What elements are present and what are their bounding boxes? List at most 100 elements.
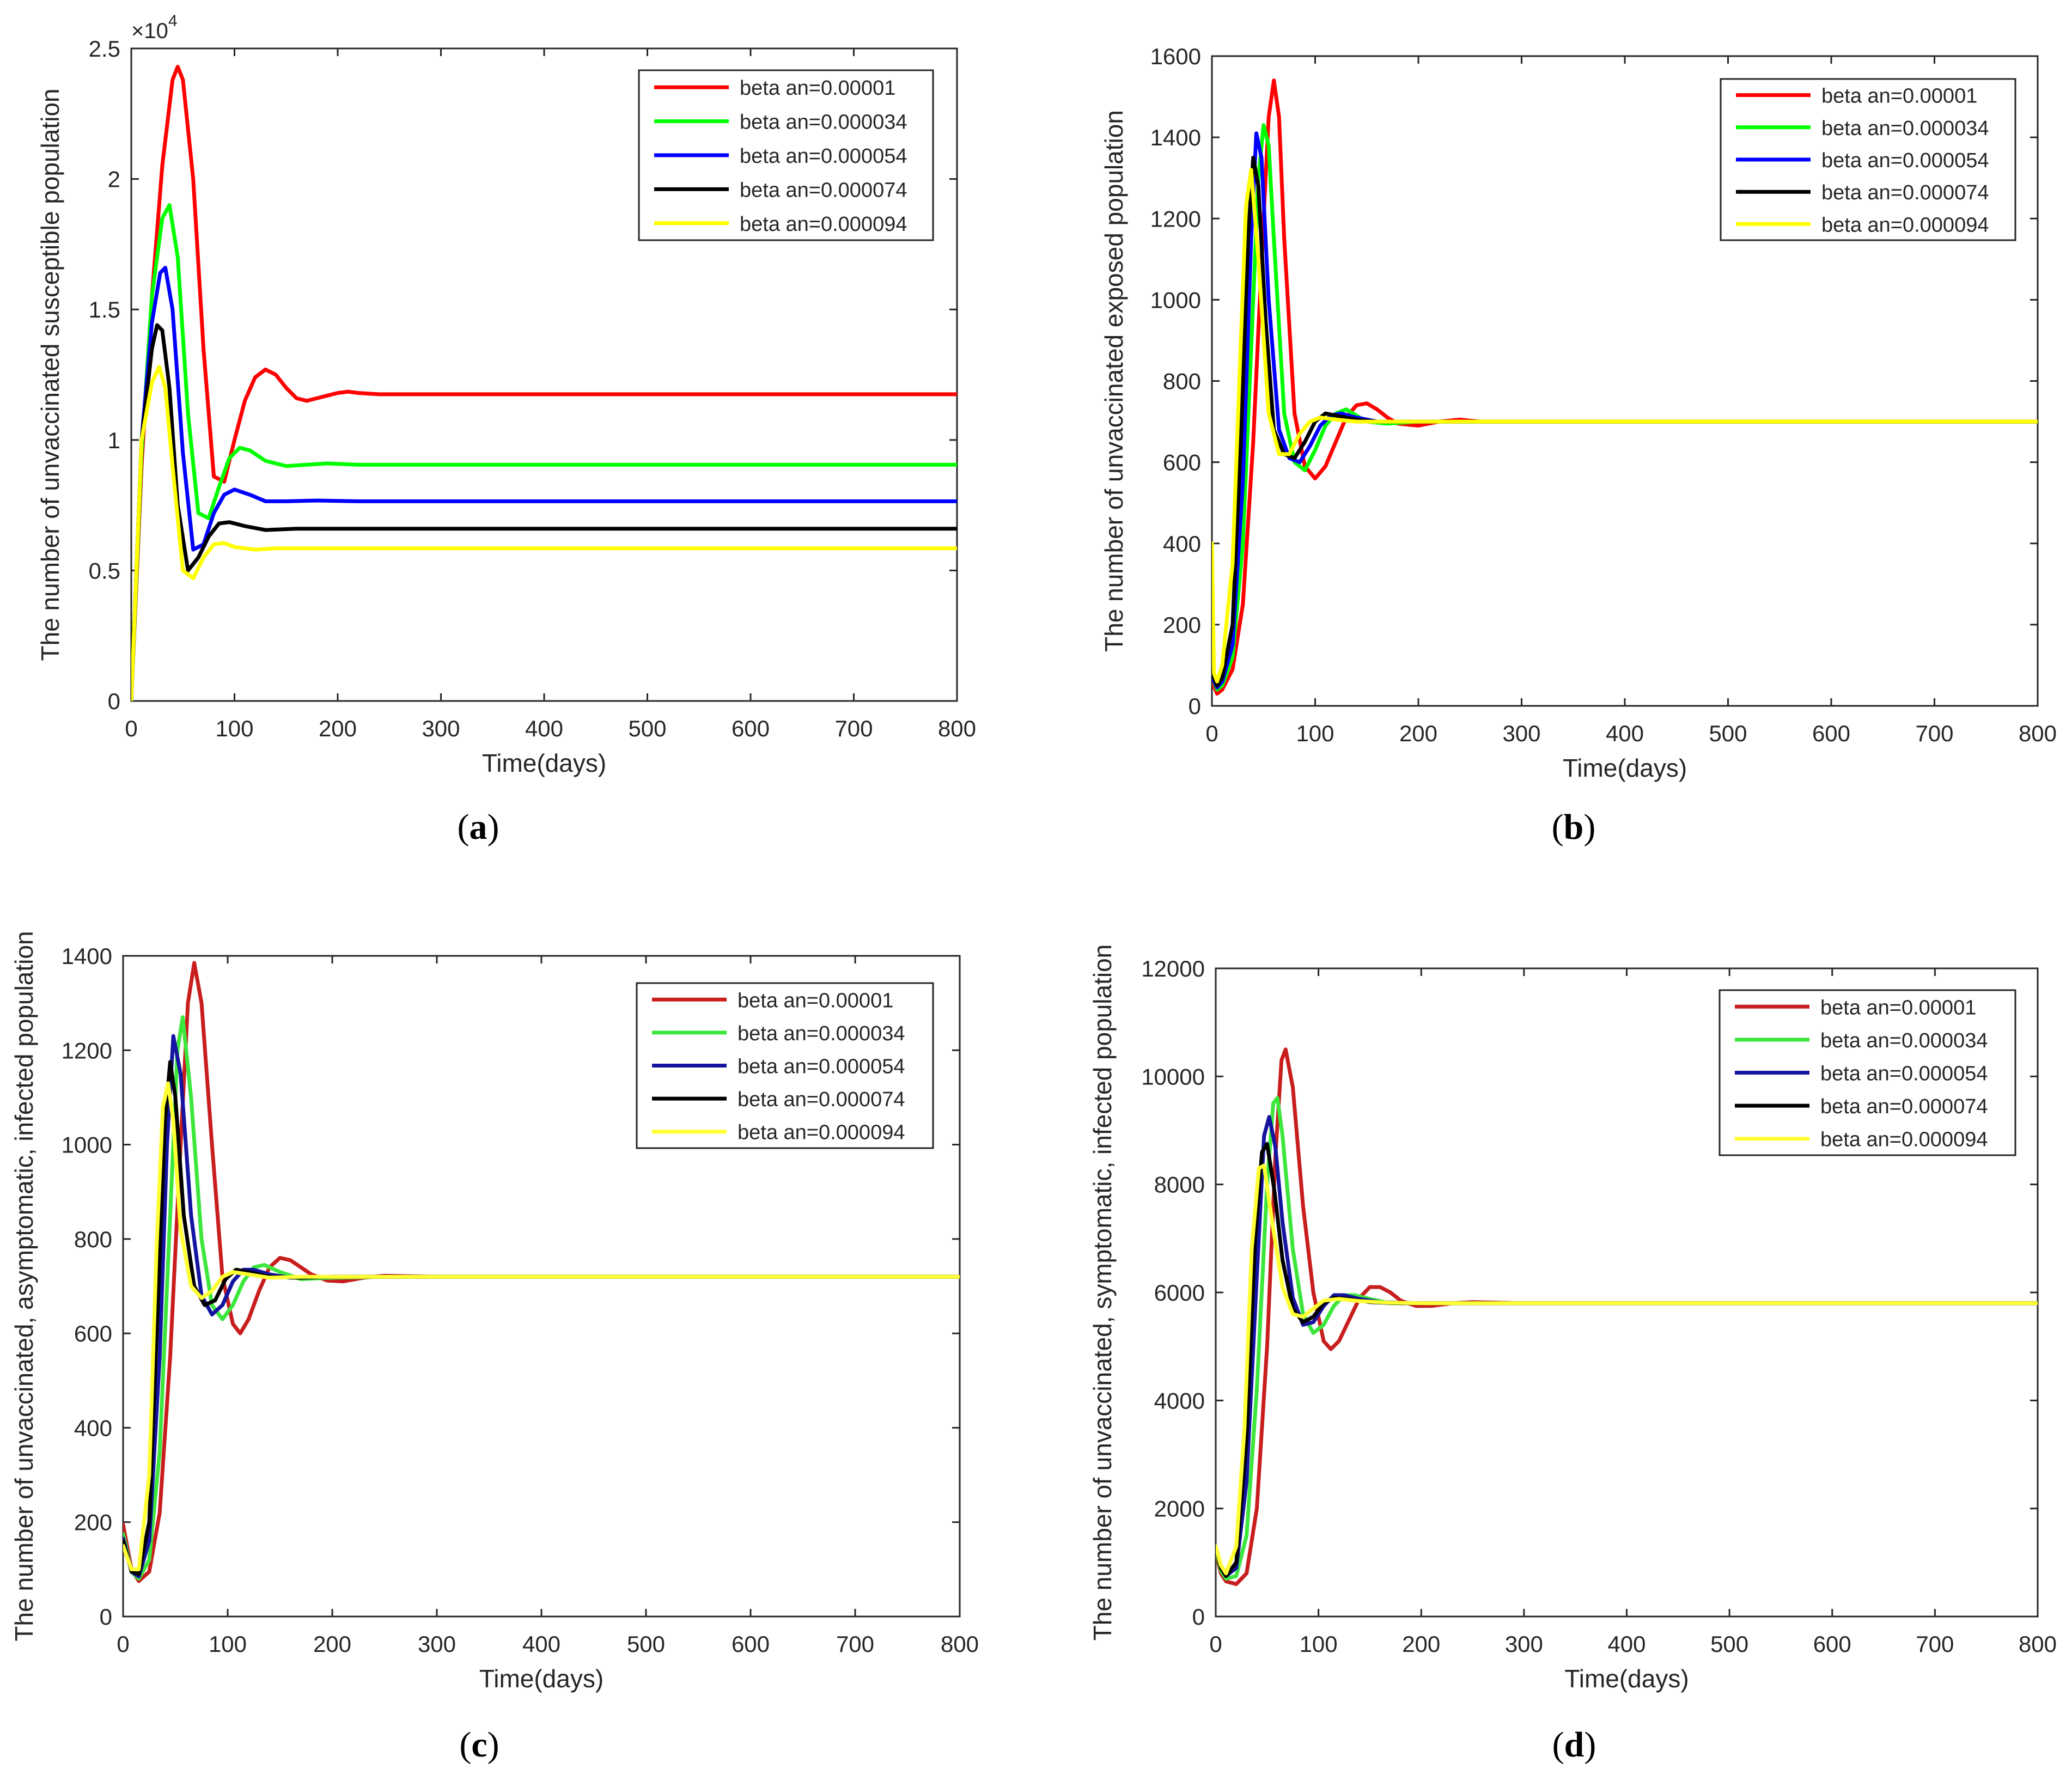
y-tick-label: 0 xyxy=(1189,693,1201,719)
x-tick-label: 100 xyxy=(215,716,253,741)
legend-label-4: beta an=0.000074 xyxy=(1820,1095,1988,1118)
x-tick-label: 400 xyxy=(525,716,563,741)
caption-open-paren: ( xyxy=(459,1725,471,1765)
caption-close-paren: ) xyxy=(1583,807,1595,847)
x-tick-label: 400 xyxy=(1607,1631,1646,1657)
x-tick-label: 200 xyxy=(1402,1631,1440,1657)
y-tick-label: 1.5 xyxy=(89,297,120,322)
legend-label-4: beta an=0.000074 xyxy=(1821,181,1989,204)
x-tick-label: 500 xyxy=(627,1631,665,1657)
y-tick-label: 1400 xyxy=(1150,125,1201,150)
legend: beta an=0.00001 beta an=0.000034 beta an=0… xyxy=(636,982,934,1149)
caption-letter: b xyxy=(1564,807,1584,847)
y-tick-label: 10000 xyxy=(1141,1064,1205,1089)
y-tick-label: 1200 xyxy=(62,1038,112,1063)
legend: beta an=0.00001 beta an=0.000034 beta an=0… xyxy=(1718,989,2016,1156)
panel-caption: (a) xyxy=(458,807,499,847)
legend-label-3: beta an=0.000054 xyxy=(1821,149,1989,172)
legend-label-5: beta an=0.000094 xyxy=(740,213,907,236)
x-tick-label: 0 xyxy=(125,716,137,741)
y-tick-label: 800 xyxy=(74,1227,112,1252)
x-tick-label: 400 xyxy=(1606,721,1644,746)
x-tick-label: 0 xyxy=(117,1631,129,1657)
x-tick-label: 600 xyxy=(732,716,770,741)
x-tick-label: 100 xyxy=(1296,721,1334,746)
y-tick-label: 0 xyxy=(108,688,120,714)
y-tick-label: 200 xyxy=(74,1510,112,1535)
series-line-5 xyxy=(123,1081,960,1571)
legend-label-2: beta an=0.000034 xyxy=(740,111,907,134)
y-tick-label: 12000 xyxy=(1141,956,1205,981)
y-tick-label: 600 xyxy=(74,1321,112,1346)
legend-label-1: beta an=0.00001 xyxy=(740,77,895,100)
caption-close-paren: ) xyxy=(1584,1725,1596,1765)
x-tick-label: 0 xyxy=(1209,1631,1222,1657)
y-tick-label: 1000 xyxy=(1150,287,1201,313)
y-tick-label: 1000 xyxy=(62,1132,112,1158)
y-tick-label: 0.5 xyxy=(89,558,120,583)
chart-panel-c: 0 100 200 300 400 500 600 700 800 0 200 400 600 800 10… xyxy=(10,931,979,1765)
legend-label-2: beta an=0.000034 xyxy=(738,1022,905,1045)
y-tick-label: 800 xyxy=(1163,369,1201,394)
x-tick-label: 300 xyxy=(418,1631,456,1657)
caption-open-paren: ( xyxy=(1552,1725,1564,1765)
x-tick-label: 500 xyxy=(1709,721,1747,746)
legend-label-1: beta an=0.00001 xyxy=(738,989,893,1012)
x-tick-label: 300 xyxy=(1505,1631,1543,1657)
y-tick-label: 4000 xyxy=(1154,1388,1205,1413)
legend-label-1: beta an=0.00001 xyxy=(1820,996,1976,1019)
caption-letter: a xyxy=(470,807,487,847)
y-tick-label: 200 xyxy=(1163,612,1201,638)
caption-open-paren: ( xyxy=(1552,807,1564,847)
exponent-power: 4 xyxy=(168,12,178,30)
series-line-4 xyxy=(131,323,957,701)
y-tick-label: 6000 xyxy=(1154,1280,1205,1306)
legend-label-5: beta an=0.000094 xyxy=(738,1121,905,1144)
y-tick-label: 400 xyxy=(1163,531,1201,557)
caption-letter: d xyxy=(1564,1725,1585,1765)
x-tick-label: 800 xyxy=(938,716,976,741)
x-tick-label: 200 xyxy=(1399,721,1437,746)
y-tick-label: 600 xyxy=(1163,450,1201,475)
panel-caption: (b) xyxy=(1552,807,1596,847)
x-tick-label: 200 xyxy=(313,1631,351,1657)
caption-open-paren: ( xyxy=(458,807,470,847)
y-tick-label: 2 xyxy=(108,167,120,192)
x-tick-label: 600 xyxy=(1812,721,1850,746)
caption-close-paren: ) xyxy=(487,1725,499,1765)
x-tick-label: 0 xyxy=(1205,721,1218,746)
y-axis-label: The number of unvaccinated susceptible p… xyxy=(36,88,64,661)
series-line-2 xyxy=(131,203,957,701)
x-tick-label: 300 xyxy=(422,716,460,741)
x-tick-label: 600 xyxy=(732,1631,770,1657)
x-tick-label: 100 xyxy=(209,1631,247,1657)
x-tick-label: 700 xyxy=(1916,1631,1954,1657)
x-tick-label: 700 xyxy=(834,716,873,741)
series-line-5 xyxy=(1216,1163,2038,1576)
panel-caption: (d) xyxy=(1552,1725,1596,1765)
series-line-5 xyxy=(1212,168,2038,684)
legend-label-5: beta an=0.000094 xyxy=(1821,214,1989,236)
y-tick-label: 1400 xyxy=(62,943,112,969)
legend-label-5: beta an=0.000094 xyxy=(1820,1129,1988,1151)
x-tick-label: 300 xyxy=(1502,721,1540,746)
legend: beta an=0.00001 beta an=0.000034 beta an=0… xyxy=(638,69,934,241)
y-tick-label: 8000 xyxy=(1154,1172,1205,1198)
x-tick-label: 800 xyxy=(941,1631,979,1657)
y-tick-label: 2000 xyxy=(1154,1496,1205,1522)
legend-label-1: beta an=0.00001 xyxy=(1821,85,1977,108)
caption-close-paren: ) xyxy=(487,807,499,847)
x-axis-label: Time(days) xyxy=(482,749,606,777)
x-tick-label: 700 xyxy=(836,1631,874,1657)
x-axis-label: Time(days) xyxy=(479,1664,604,1693)
y-tick-label: 0 xyxy=(100,1604,112,1630)
x-tick-label: 600 xyxy=(1813,1631,1851,1657)
x-tick-label: 700 xyxy=(1915,721,1953,746)
legend-label-4: beta an=0.000074 xyxy=(740,179,907,202)
legend-label-4: beta an=0.000074 xyxy=(738,1088,905,1111)
x-tick-label: 100 xyxy=(1300,1631,1338,1657)
y-tick-label: 1200 xyxy=(1150,206,1201,231)
legend-label-3: beta an=0.000054 xyxy=(738,1056,905,1078)
series-line-3 xyxy=(131,266,957,701)
